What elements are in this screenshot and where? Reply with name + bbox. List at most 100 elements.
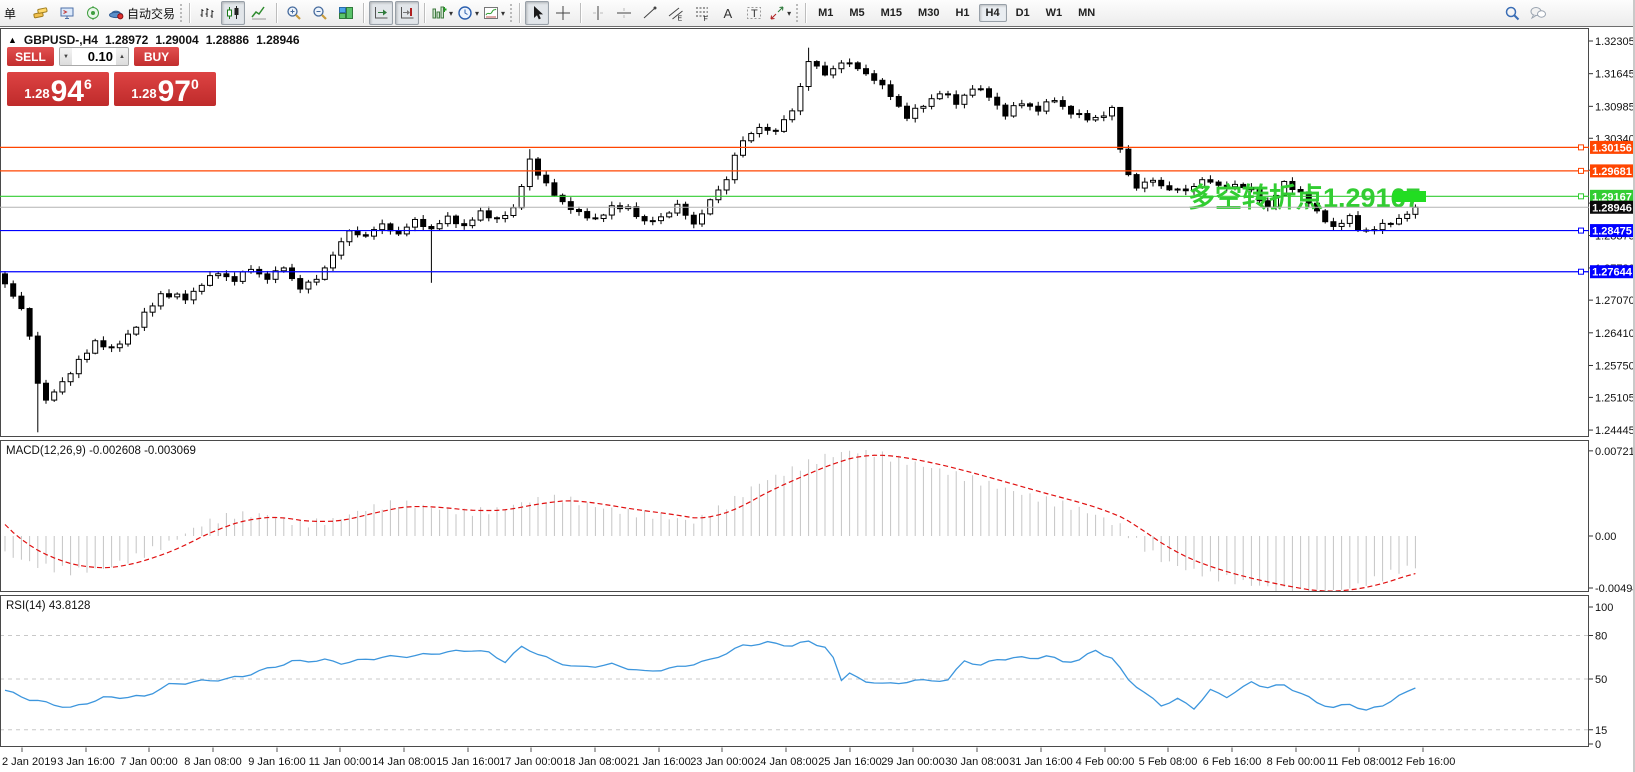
timeframe-m30-button[interactable]: M30: [918, 7, 940, 19]
buy-button[interactable]: BUY: [134, 47, 179, 66]
chevron-down-icon[interactable]: ▾: [501, 8, 506, 18]
svg-text:23 Jan 00:00: 23 Jan 00:00: [690, 756, 754, 768]
fibonacci-button[interactable]: F: [690, 1, 714, 25]
auto-scroll-button[interactable]: [369, 1, 394, 25]
svg-text:8 Feb 00:00: 8 Feb 00:00: [1267, 756, 1326, 768]
zoomout-icon: [313, 6, 327, 20]
svg-text:1.30985: 1.30985: [1595, 101, 1635, 113]
lot-increase-button[interactable]: ▲: [116, 48, 128, 65]
buy-price-big: 97: [157, 74, 191, 108]
svg-text:5 Feb 08:00: 5 Feb 08:00: [1139, 756, 1198, 768]
timeframe-mn-button[interactable]: MN: [1078, 7, 1096, 19]
cursor-button[interactable]: [525, 1, 550, 25]
svg-text:7 Jan 00:00: 7 Jan 00:00: [120, 756, 178, 768]
ohlc-low: 1.28886: [205, 33, 250, 47]
timeframe-w1-button[interactable]: W1: [1045, 7, 1063, 19]
labelT-icon: T: [747, 7, 762, 20]
timeframe-m5-button[interactable]: M5: [849, 7, 865, 19]
chevron-down-icon[interactable]: ▾: [449, 8, 454, 18]
svg-text:17 Jan 00:00: 17 Jan 00:00: [499, 756, 563, 768]
chart-shift-button[interactable]: [395, 1, 420, 25]
arrows-button[interactable]: ▾: [768, 1, 792, 25]
svg-text:3 Jan 16:00: 3 Jan 16:00: [57, 756, 115, 768]
search-icon: [1505, 6, 1520, 21]
timeframe-h1-button[interactable]: H1: [955, 7, 970, 19]
zoom-out-button[interactable]: [308, 1, 332, 25]
timeframe-h4-button[interactable]: H4: [978, 4, 1007, 22]
buy-price-button[interactable]: 1.28 97 0: [114, 72, 216, 106]
svg-text:E: E: [678, 16, 683, 22]
metaeditor-button[interactable]: [55, 1, 79, 25]
svg-text:15 Jan 16:00: 15 Jan 16:00: [436, 756, 500, 768]
svg-text:18 Jan 08:00: 18 Jan 08:00: [563, 756, 627, 768]
svg-text:1.28475: 1.28475: [1592, 226, 1632, 238]
chart-candles-button[interactable]: [221, 1, 246, 25]
svg-text:T: T: [751, 8, 758, 20]
svg-text:4 Feb 00:00: 4 Feb 00:00: [1076, 756, 1135, 768]
svg-text:15: 15: [1595, 725, 1607, 737]
cursor-icon: [534, 6, 544, 20]
template-icon: [484, 7, 499, 19]
lot-decrease-button[interactable]: ▼: [60, 48, 72, 65]
timeframe-d1-button[interactable]: D1: [1015, 7, 1030, 19]
trade-panel-collapse-icon[interactable]: ▲: [8, 35, 17, 45]
timeframe-m15-button[interactable]: M15: [880, 7, 903, 19]
svg-text:1.27644: 1.27644: [1592, 267, 1633, 279]
gold-bars-button[interactable]: [29, 1, 53, 25]
chart-bars-button[interactable]: [195, 1, 219, 25]
svg-text:1.29681: 1.29681: [1592, 166, 1632, 178]
chart-line-button[interactable]: [247, 1, 271, 25]
ohlc-open: 1.28972: [104, 33, 149, 47]
toolbar-separator: [424, 3, 426, 23]
tile-windows-button[interactable]: [334, 1, 358, 25]
sell-price-button[interactable]: 1.28 94 6: [7, 72, 109, 106]
svg-text:11 Feb 08:00: 11 Feb 08:00: [1327, 756, 1391, 768]
signals-button[interactable]: [81, 1, 105, 25]
templates-button[interactable]: ▾: [482, 1, 506, 25]
text-label-button[interactable]: T: [742, 1, 766, 25]
svg-text:9 Jan 16:00: 9 Jan 16:00: [248, 756, 306, 768]
toolbar-separator: [519, 3, 521, 23]
bars-icon: [200, 8, 214, 18]
arrows-icon: [770, 6, 784, 20]
sell-button[interactable]: SELL: [7, 47, 54, 66]
hline-icon: [617, 8, 632, 18]
chevron-down-icon[interactable]: ▾: [475, 8, 480, 18]
svg-text:21 Jan 16:00: 21 Jan 16:00: [627, 756, 691, 768]
new-order-button[interactable]: 单: [4, 6, 17, 21]
chevron-down-icon[interactable]: ▾: [787, 8, 792, 18]
svg-text:1.25105: 1.25105: [1595, 392, 1635, 404]
autoscroll-icon: [375, 7, 388, 19]
addind-icon: [432, 6, 447, 19]
svg-text:6 Feb 16:00: 6 Feb 16:00: [1203, 756, 1262, 768]
crosshair-button[interactable]: [551, 1, 575, 25]
chat-button[interactable]: [1526, 1, 1550, 25]
svg-text:30 Jan 08:00: 30 Jan 08:00: [945, 756, 1009, 768]
auto-trading-label: 自动交易: [127, 6, 176, 21]
zoom-in-button[interactable]: [282, 1, 306, 25]
toolbar: 单 自动交易 ▾ ▾ ▾ E F A T ▾ M1 M5 M15 M30 H1 H4 D1 W1 MN: [0, 0, 1633, 27]
periods-button[interactable]: ▾: [456, 1, 480, 25]
auto-trading-button[interactable]: 自动交易: [107, 1, 176, 25]
trend-line-button[interactable]: [638, 1, 662, 25]
svg-text:100: 100: [1595, 602, 1613, 614]
one-click-trade-panel: SELL ▼ ▲ BUY 1.28 94 6 1.28 97 0: [7, 47, 219, 106]
svg-text:0.00: 0.00: [1595, 531, 1616, 543]
svg-text:1.24445: 1.24445: [1595, 425, 1635, 437]
chart-canvas[interactable]: 1.323051.316451.309851.303401.296951.290…: [0, 27, 1635, 772]
lot-input[interactable]: [72, 48, 116, 65]
vertical-line-button[interactable]: [586, 1, 610, 25]
text-button[interactable]: A: [716, 1, 740, 25]
channel-icon: E: [668, 7, 683, 22]
toolbar-separator: [276, 3, 278, 23]
gold-icon: [33, 7, 48, 19]
svg-text:-0.004943: -0.004943: [1595, 583, 1635, 595]
horizontal-line-button[interactable]: [612, 1, 636, 25]
indicators-button[interactable]: ▾: [430, 1, 454, 25]
timeframe-m1-button[interactable]: M1: [818, 7, 834, 19]
svg-text:11 Jan 00:00: 11 Jan 00:00: [309, 756, 372, 768]
candles-icon: [227, 6, 239, 19]
search-button[interactable]: [1500, 1, 1524, 25]
equidistant-channel-button[interactable]: E: [664, 1, 688, 25]
ohlc-high: 1.29004: [155, 33, 199, 47]
